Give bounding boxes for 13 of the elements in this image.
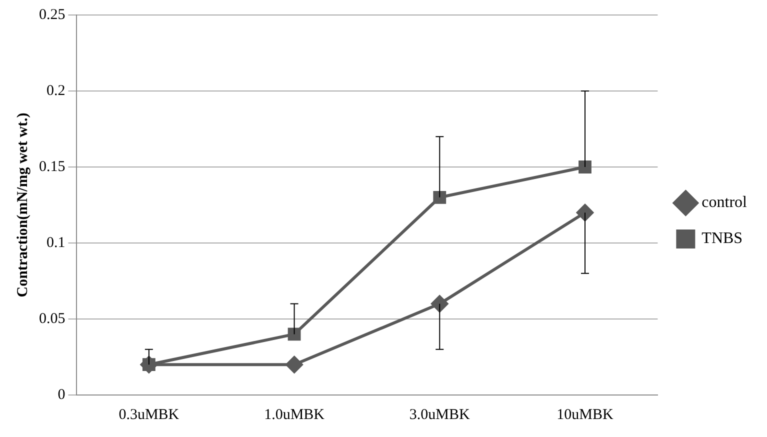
legend-label: TNBS (702, 230, 743, 248)
y-tick-label: 0.05 (39, 310, 66, 327)
y-tick-label: 0.2 (46, 82, 66, 99)
y-tick-label: 0 (58, 386, 66, 403)
x-tick-label: 1.0uMBK (264, 406, 325, 423)
y-tick-label: 0.1 (46, 234, 66, 251)
legend-label: control (702, 194, 748, 212)
x-tick-label: 3.0uMBK (409, 406, 470, 423)
y-tick-label: 0.15 (39, 158, 66, 175)
y-tick-label: 0.25 (39, 6, 66, 23)
y-axis-title: Contraction(mN/mg wet wt.) (14, 112, 31, 298)
x-tick-label: 10uMBK (556, 406, 614, 423)
x-tick-label: 0.3uMBK (118, 406, 180, 423)
